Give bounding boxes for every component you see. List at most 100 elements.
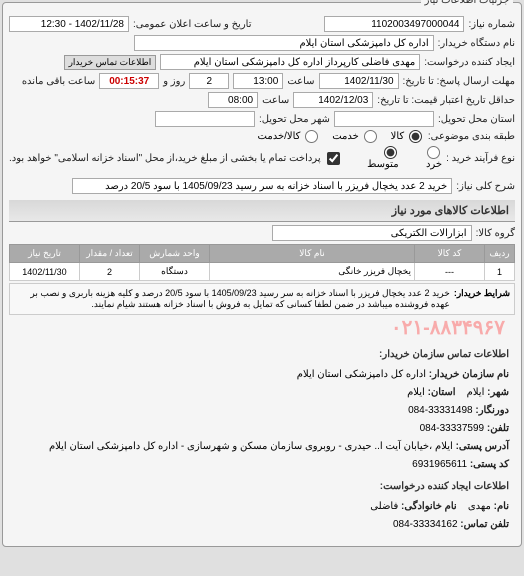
radio-medium-label[interactable]: متوسط (354, 146, 399, 170)
col-date: تاریخ نیاز (10, 245, 80, 263)
buyer-conditions: شرایط خریدار: خرید 2 عدد یخچال فریزر با … (9, 283, 515, 315)
radio-service-text: خدمت (332, 131, 359, 142)
details-panel: جزئیات اطلاعات نیاز شماره نیاز: تاریخ و … (2, 2, 522, 547)
creator-label: ایجاد کننده درخواست: (424, 57, 515, 68)
classify-label: طبقه بندی موضوعی: (428, 131, 515, 142)
radio-medium[interactable] (384, 146, 397, 159)
col-code: کد کالا (415, 245, 485, 263)
delivery-city-label: شهر محل تحویل: (259, 114, 330, 125)
name-label: نام: (494, 501, 509, 512)
items-table: ردیف کد کالا نام کالا واحد شمارش تعداد /… (9, 244, 515, 281)
cell-name: یخچال فریزر خانگی (210, 263, 415, 281)
prov-label: استان: (428, 387, 456, 398)
row-summary: شرح کلی نیاز: (9, 178, 515, 194)
row-buyer: نام دستگاه خریدار: (9, 35, 515, 51)
city-label: شهر: (487, 387, 509, 398)
buyer-label: نام دستگاه خریدار: (438, 38, 515, 49)
time-label-2: ساعت (262, 95, 289, 106)
radio-both-text: کالا/خدمت (258, 131, 301, 142)
tel2-line: تلفن تماس: 33334162-084 (15, 516, 509, 534)
time-label-1: ساعت (287, 76, 314, 87)
desc-text: خرید 2 عدد یخچال فریزر با اسناد خزانه به… (14, 288, 450, 310)
cell-unit: دستگاه (140, 263, 210, 281)
group-label: گروه کالا: (476, 228, 515, 239)
family-label: نام خانوادگی: (401, 501, 457, 512)
radio-goods-label[interactable]: کالا (391, 130, 424, 143)
request-no-label: شماره نیاز: (468, 19, 515, 30)
cell-idx: 1 (485, 263, 515, 281)
desc-label: شرایط خریدار: (454, 288, 510, 310)
table-header-row: ردیف کد کالا نام کالا واحد شمارش تعداد /… (10, 245, 515, 263)
credit-label: حداقل تاریخ اعتبار قیمت: تا تاریخ: (377, 95, 515, 106)
countdown-input (99, 73, 159, 89)
panel-title: جزئیات اطلاعات نیاز (421, 0, 513, 6)
summary-input (72, 178, 452, 194)
table-row[interactable]: 1 --- یخچال فریزر خانگی دستگاه 2 1402/11… (10, 263, 515, 281)
radio-both-label[interactable]: کالا/خدمت (258, 130, 321, 143)
prov-value: ایلام (407, 387, 425, 398)
group-input (272, 225, 472, 241)
zip-value: 6931965611 (412, 459, 467, 470)
city-value: ایلام (467, 387, 485, 398)
buyer-input (134, 35, 434, 51)
radio-small[interactable] (427, 146, 440, 159)
cell-code: --- (415, 263, 485, 281)
delivery-city-input[interactable] (155, 111, 255, 127)
creator-header: اطلاعات ایجاد کننده درخواست: (15, 478, 509, 496)
announce-input (9, 16, 129, 32)
addr-label: آدرس پستی: (456, 441, 509, 452)
row-request-no: شماره نیاز: تاریخ و ساعت اعلان عمومی: (9, 16, 515, 32)
delivery-province-input[interactable] (334, 111, 434, 127)
credit-time-input (208, 92, 258, 108)
row-deadline: مهلت ارسال پاسخ: تا تاریخ: ساعت روز و سا… (9, 73, 515, 89)
contact-section: اطلاعات تماس سازمان خریدار: نام سازمان خ… (9, 340, 515, 540)
row-creator: ایجاد کننده درخواست: اطلاعات تماس خریدار (9, 54, 515, 70)
contact-header: اطلاعات تماس سازمان خریدار: (15, 346, 509, 364)
radio-service-label[interactable]: خدمت (332, 130, 378, 143)
col-row: ردیف (485, 245, 515, 263)
deadline-date-input (319, 73, 399, 89)
row-process: نوع فرآیند خرید : خرد متوسط پرداخت تمام … (9, 146, 515, 170)
radio-small-text: خرد (426, 159, 442, 170)
radio-both[interactable] (305, 130, 318, 143)
summary-label: شرح کلی نیاز: (456, 181, 515, 192)
name-value: مهدی (468, 501, 491, 512)
row-delivery: استان محل تحویل: شهر محل تحویل: (9, 111, 515, 127)
delivery-loc-label: استان محل تحویل: (438, 114, 515, 125)
announce-label: تاریخ و ساعت اعلان عمومی: (133, 19, 252, 30)
radio-goods[interactable] (409, 130, 422, 143)
tel2-value: 33334162-084 (393, 519, 458, 530)
col-name: نام کالا (210, 245, 415, 263)
treasury-checkbox[interactable] (327, 152, 340, 165)
cell-qty: 2 (80, 263, 140, 281)
cell-date: 1402/11/30 (10, 263, 80, 281)
zip-line: کد پستی: 6931965611 (15, 456, 509, 474)
org-line: نام سازمان خریدار: اداره کل دامپزشکی است… (15, 366, 509, 384)
tel2-label: تلفن تماس: (460, 519, 509, 530)
fax-label: دورنگار: (475, 405, 509, 416)
process-label: نوع فرآیند خرید : (446, 153, 515, 164)
tel-value: 33337599-084 (420, 423, 485, 434)
tel-line: تلفن: 33337599-084 (15, 420, 509, 438)
addr-value: ایلام ،خیابان آیت ا.. حیدری - روبروی ساز… (49, 441, 453, 452)
row-group: گروه کالا: (9, 225, 515, 241)
org-label: نام سازمان خریدار: (429, 369, 509, 380)
contact-buyer-button[interactable]: اطلاعات تماس خریدار (64, 55, 157, 70)
radio-goods-text: کالا (391, 131, 405, 142)
remain-suffix: ساعت باقی مانده (22, 76, 95, 87)
row-classify: طبقه بندی موضوعی: کالا خدمت کالا/خدمت (9, 130, 515, 143)
deadline-label: مهلت ارسال پاسخ: تا تاریخ: (403, 76, 515, 87)
city-line: شهر: ایلام استان: ایلام (15, 384, 509, 402)
creator-input (160, 54, 420, 70)
addr-line: آدرس پستی: ایلام ،خیابان آیت ا.. حیدری -… (15, 438, 509, 456)
remain-days-input (189, 73, 229, 89)
org-value: اداره کل دامپزشکی استان ایلام (297, 369, 426, 380)
name-line: نام: مهدی نام خانوادگی: فاضلی (15, 498, 509, 516)
col-unit: واحد شمارش (140, 245, 210, 263)
row-credit: حداقل تاریخ اعتبار قیمت: تا تاریخ: ساعت (9, 92, 515, 108)
request-no-input (324, 16, 464, 32)
radio-service[interactable] (364, 130, 377, 143)
treasury-note: پرداخت تمام یا بخشی از مبلغ خرید،از محل … (9, 153, 321, 164)
radio-small-label[interactable]: خرد (411, 146, 443, 170)
fax-line: دورنگار: 33331498-084 (15, 402, 509, 420)
